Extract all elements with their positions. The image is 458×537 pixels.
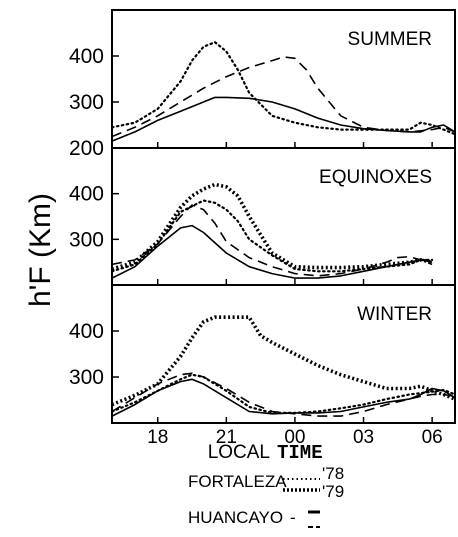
panel-summer: SUMMER <box>110 9 457 149</box>
x-tick-label: 21 <box>216 427 237 448</box>
x-tick-label: 03 <box>353 427 374 448</box>
series-line-solid <box>111 96 456 142</box>
series-line-dotted-79 <box>111 315 456 407</box>
panel-winter: WINTER <box>110 284 457 424</box>
x-tick-label: 06 <box>422 427 443 448</box>
series-line-dotted-78 <box>110 41 457 136</box>
panel-frame <box>111 284 456 424</box>
x-tick-label: 18 <box>147 427 168 448</box>
y-tick-label: 400 <box>69 183 104 206</box>
y-tick-label: 300 <box>69 91 104 114</box>
panel-title: SUMMER <box>348 29 432 50</box>
panel-equinoxes: EQUINOXES <box>110 147 456 286</box>
x-tick-label: 00 <box>284 427 305 448</box>
series-line-solid <box>111 378 456 417</box>
legend-fortaleza-label: FORTALEZA <box>188 472 287 491</box>
series-line-dotted-78 <box>110 199 434 273</box>
legend-fortaleza-78-label: '78 <box>322 464 344 483</box>
y-tick-label: 400 <box>69 320 104 343</box>
panel-title: WINTER <box>357 304 432 325</box>
series-line-solid <box>111 224 433 279</box>
y-tick-label: 300 <box>69 366 104 389</box>
y-tick-label: 400 <box>69 45 104 68</box>
legend-huancayo-label: HUANCAYO <box>188 508 283 527</box>
y-axis-label: h'F (Km) <box>24 193 57 307</box>
series-line-dotted-79 <box>111 182 433 271</box>
y-tick-label: 200 <box>69 137 104 160</box>
x-ticks-layer: 18 21 00 03 06 <box>147 427 443 448</box>
legend-fortaleza-79-label: '79 <box>322 482 344 501</box>
series-line-dotted-78 <box>110 373 457 414</box>
x-axis-label-local: LOCAL <box>208 442 270 463</box>
legend-huancayo-dash: - <box>290 508 296 527</box>
y-tick-label: 300 <box>69 228 104 251</box>
panels-layer: SUMMER EQUINOXES WINTER <box>110 9 457 424</box>
x-axis-label-time: TIME <box>277 442 323 464</box>
panel-title: EQUINOXES <box>319 167 432 188</box>
legend: FORTALEZA '78 '79 HUANCAYO - <box>188 464 344 528</box>
y-ticks-layer: 200 300 400 300 400 300 400 <box>69 45 104 389</box>
series-line-dashed <box>111 204 433 277</box>
series-line-dashed <box>111 372 456 417</box>
series-line-dashed <box>111 56 456 138</box>
